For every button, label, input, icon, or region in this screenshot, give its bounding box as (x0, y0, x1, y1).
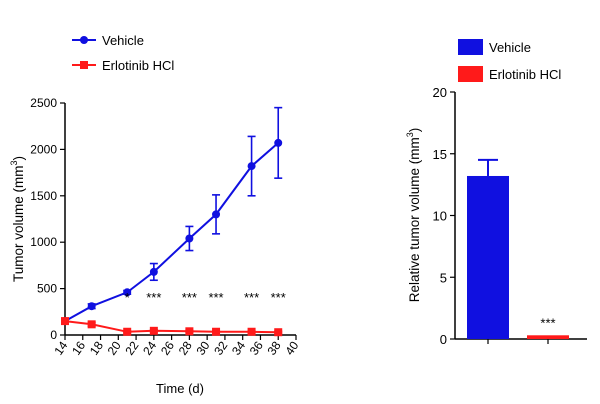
series-vehicle (61, 106, 283, 326)
significance-annotations: * *** *** *** *** *** (125, 290, 286, 305)
data-point-vehicle (185, 234, 194, 243)
legend-vehicle: Vehicle (72, 33, 144, 48)
data-point-erlotinib (61, 317, 69, 326)
y-axis-label-close: ) (11, 156, 26, 161)
data-point-erlotinib (247, 327, 256, 336)
bar-y-axis-label: Relative tumor volume (mm3) (405, 128, 422, 303)
line-chart-axes: 0 500 1000 1500 2000 2500 1416182022242628303… (30, 96, 301, 358)
x-tick-label: 34 (229, 338, 248, 357)
y-ticks: 0 500 1000 1500 2000 2500 (30, 96, 65, 342)
line-chart-series (61, 106, 283, 337)
x-tick-label: 22 (122, 338, 141, 357)
data-point-erlotinib (185, 327, 194, 336)
data-point-vehicle (149, 267, 158, 276)
data-point-vehicle (123, 288, 132, 297)
bar-y-axis-label-sup: 3 (405, 132, 415, 137)
significance-label: *** (244, 290, 259, 305)
data-point-erlotinib (87, 320, 96, 329)
x-tick-label: 26 (158, 338, 177, 357)
x-tick-label: 18 (87, 338, 106, 357)
data-point-vehicle (274, 138, 283, 147)
line-chart: Vehicle Erlotinib HCl 0 500 1000 1500 2000 25… (9, 33, 302, 396)
x-tick-label: 20 (105, 338, 124, 357)
bar-y-axis-label-close: ) (407, 128, 422, 133)
series-erlotinib (61, 317, 283, 337)
significance-label: *** (146, 290, 161, 305)
data-point-erlotinib (149, 326, 158, 335)
x-tick-label: 24 (140, 338, 159, 357)
y-axis-label-text: Tumor volume (mm (11, 166, 26, 283)
x-tick-label: 36 (247, 338, 266, 357)
bar-y-tick-label: 0 (440, 332, 447, 347)
significance-label: * (125, 290, 130, 305)
significance-label: *** (182, 290, 197, 305)
data-point-vehicle (247, 162, 256, 171)
bars: *** (467, 158, 569, 344)
x-tick-label: 38 (265, 338, 284, 357)
bar-significance-label: *** (540, 315, 555, 330)
y-tick-label: 1000 (30, 235, 57, 249)
data-point-vehicle (87, 302, 96, 311)
legend-erlotinib: Erlotinib HCl (72, 58, 174, 73)
x-axis-label: Time (d) (156, 381, 204, 396)
significance-label: *** (271, 290, 286, 305)
legend-vehicle-label: Vehicle (102, 33, 144, 48)
x-tick-label: 32 (211, 338, 230, 357)
data-point-erlotinib (274, 328, 283, 337)
y-tick-label: 500 (37, 282, 57, 296)
y-axis-label: Tumor volume (mm3) (9, 156, 26, 282)
x-tick-label: 40 (282, 338, 301, 357)
x-tick-label: 30 (193, 338, 212, 357)
bar-vehicle (467, 175, 509, 339)
bar-chart-legend: Vehicle Erlotinib HCl (458, 39, 561, 82)
data-point-vehicle (212, 210, 221, 219)
y-axis-label-sup: 3 (9, 160, 19, 165)
legend-bar-erlotinib: Erlotinib HCl (458, 66, 561, 82)
bar-y-axis-label-text: Relative tumor volume (mm (407, 137, 422, 302)
data-point-erlotinib (212, 327, 221, 336)
bar-chart: Vehicle Erlotinib HCl 0 5 10 15 20 *** Relat… (405, 39, 587, 347)
bar-erlotinib (527, 335, 569, 339)
series-line-vehicle (64, 142, 279, 322)
bar-y-tick-label: 20 (433, 85, 447, 100)
series-line-erlotinib (64, 320, 279, 334)
bar-y-tick-label: 10 (433, 209, 447, 224)
legend-erlotinib-label: Erlotinib HCl (102, 58, 174, 73)
legend-bar-erlotinib-label: Erlotinib HCl (489, 67, 561, 82)
y-tick-label: 0 (50, 328, 57, 342)
legend-bar-vehicle-label: Vehicle (489, 40, 531, 55)
x-tick-label: 16 (69, 338, 88, 357)
y-tick-label: 2000 (30, 142, 57, 156)
significance-label: *** (208, 290, 223, 305)
y-tick-label: 1500 (30, 189, 57, 203)
legend-bar-vehicle: Vehicle (458, 39, 531, 55)
data-point-erlotinib (123, 327, 132, 336)
line-chart-legend: Vehicle Erlotinib HCl (72, 33, 174, 73)
bar-y-ticks: 0 5 10 15 20 (433, 85, 455, 347)
x-tick-label: 28 (176, 338, 195, 357)
bar-y-tick-label: 5 (440, 270, 447, 285)
y-tick-label: 2500 (30, 96, 57, 110)
bar-y-tick-label: 15 (433, 147, 447, 162)
